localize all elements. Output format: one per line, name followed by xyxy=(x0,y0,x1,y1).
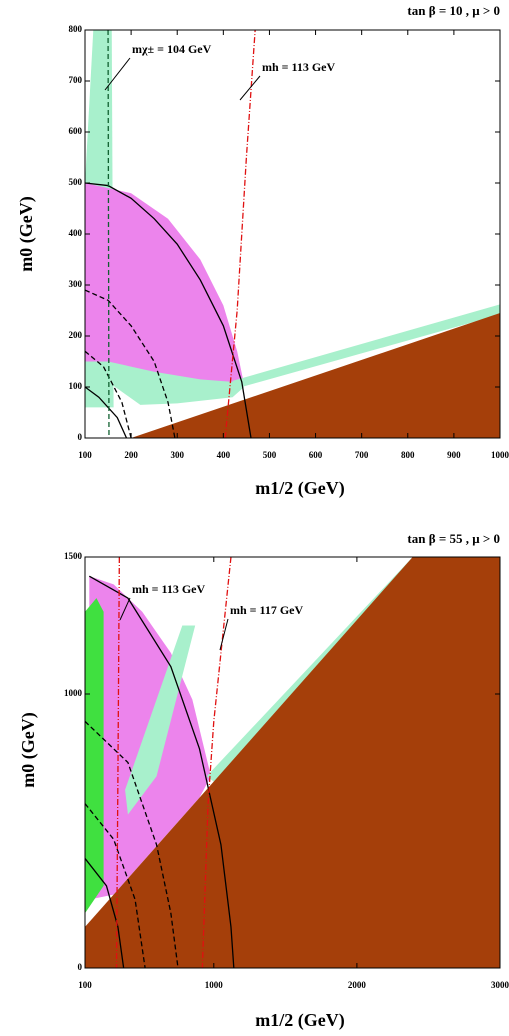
region xyxy=(85,598,104,914)
contour-line xyxy=(85,857,125,968)
y-tick-label: 1500 xyxy=(64,551,83,561)
x-tick-label: 800 xyxy=(401,450,415,460)
y-tick-label: 200 xyxy=(69,330,83,340)
chart-title: tan β = 10 , μ > 0 xyxy=(407,3,500,18)
annotation: mh = 113 GeV xyxy=(262,60,336,74)
annotation: mh = 117 GeV xyxy=(230,603,304,617)
chart-title: tan β = 55 , μ > 0 xyxy=(407,531,500,546)
contour-line xyxy=(85,386,128,438)
x-tick-label: 2000 xyxy=(348,980,367,990)
x-axis-label: m1/2 (GeV) xyxy=(255,478,344,499)
annotation-arrow xyxy=(119,597,131,621)
y-tick-label: 100 xyxy=(69,381,83,391)
x-tick-label: 700 xyxy=(355,450,369,460)
region xyxy=(85,183,245,398)
contour-line xyxy=(85,289,176,438)
contour-line xyxy=(85,182,252,438)
annotation-arrow xyxy=(104,57,131,91)
x-tick-label: 300 xyxy=(170,450,184,460)
y-tick-label: 600 xyxy=(69,126,83,136)
y-tick-label: 0 xyxy=(78,432,83,442)
y-tick-label: 500 xyxy=(69,177,83,187)
contour-line xyxy=(85,720,179,968)
x-tick-label: 900 xyxy=(447,450,461,460)
x-tick-label: 500 xyxy=(263,450,277,460)
x-tick-label: 100 xyxy=(78,980,92,990)
contour-line xyxy=(107,30,110,438)
x-tick-label: 200 xyxy=(124,450,138,460)
plot-area xyxy=(85,30,500,438)
annotation: mχ± = 104 GeV xyxy=(132,42,212,56)
contour-line xyxy=(85,350,132,438)
region xyxy=(232,304,500,390)
y-tick-label: 300 xyxy=(69,279,83,289)
contour-line xyxy=(85,803,146,968)
x-tick-label: 400 xyxy=(217,450,231,460)
contour-line xyxy=(224,30,256,438)
y-tick-label: 700 xyxy=(69,75,83,85)
contour-line xyxy=(88,575,235,968)
x-tick-label: 100 xyxy=(78,450,92,460)
y-axis-label: m0 (GeV) xyxy=(18,712,39,787)
x-tick-label: 1000 xyxy=(491,450,509,460)
x-tick-label: 3000 xyxy=(491,980,509,990)
annotation-arrow xyxy=(239,75,261,101)
annotation-arrow xyxy=(219,618,229,651)
y-tick-label: 1000 xyxy=(64,688,83,698)
y-tick-label: 800 xyxy=(69,24,83,34)
plot-area xyxy=(85,557,500,968)
y-tick-label: 0 xyxy=(78,962,83,972)
plot-frame xyxy=(84,556,501,969)
region xyxy=(131,313,500,438)
y-axis-label: m0 (GeV) xyxy=(16,196,37,271)
y-tick-label: 400 xyxy=(69,228,83,238)
region xyxy=(125,625,196,815)
region xyxy=(85,557,500,968)
x-tick-label: 600 xyxy=(309,450,323,460)
annotation: mh = 113 GeV xyxy=(132,582,206,596)
region xyxy=(108,361,245,405)
x-tick-label: 1000 xyxy=(205,980,224,990)
x-axis-label: m1/2 (GeV) xyxy=(255,1010,344,1031)
